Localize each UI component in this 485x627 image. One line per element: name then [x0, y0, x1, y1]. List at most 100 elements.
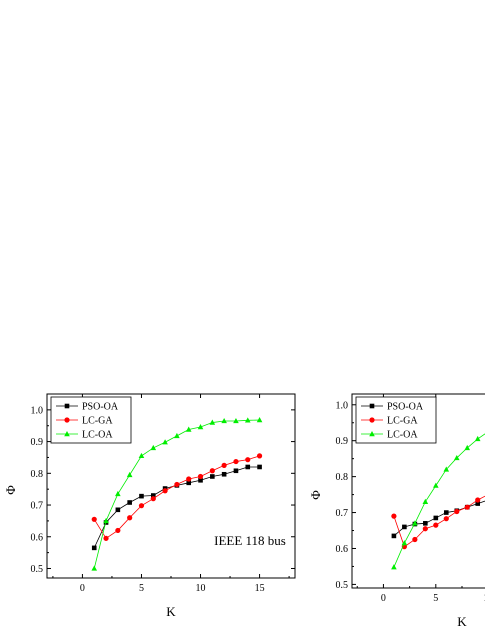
data-point-lc-ga: [91, 516, 97, 522]
data-point-lc-ga: [150, 496, 156, 502]
data-point-lc-oa: [126, 471, 133, 478]
legend-label: LC-GA: [387, 416, 418, 427]
legend-marker: [369, 417, 375, 423]
data-point-lc-ga: [103, 535, 109, 541]
legend-label: LC-GA: [82, 416, 113, 427]
data-point-lc-ga: [233, 458, 239, 465]
data-point-lc-oa: [412, 520, 418, 526]
data-point-lc-ga: [174, 481, 180, 488]
series-line-lc-ga: [93, 455, 260, 539]
series-group: [391, 433, 485, 570]
legend-marker: [369, 431, 375, 437]
data-point-pso-oa: [402, 524, 407, 530]
data-point-lc-oa: [197, 423, 204, 430]
data-point-lc-ga: [475, 497, 481, 503]
x-tick-label: 10: [196, 583, 206, 594]
y-tick-label: 0.6: [336, 544, 349, 555]
y-axis-label: Φ: [3, 485, 18, 495]
data-point-lc-oa: [244, 417, 251, 423]
chart-annotation: IEEE 118 bus: [214, 533, 286, 548]
data-point-pso-oa: [127, 500, 132, 505]
data-point-pso-oa: [233, 468, 239, 474]
data-point-lc-oa: [221, 417, 227, 424]
data-point-pso-oa: [210, 474, 215, 479]
y-tick-label: 1.0: [31, 405, 44, 416]
data-point-lc-oa: [233, 417, 239, 424]
x-axis-label: K: [166, 604, 176, 619]
x-tick-label: 10: [483, 593, 485, 604]
data-point-lc-ga: [162, 488, 168, 494]
data-point-pso-oa: [198, 477, 203, 483]
legend-marker: [64, 431, 70, 437]
data-point-lc-ga: [186, 476, 192, 482]
data-point-pso-oa: [391, 533, 397, 539]
y-axis-label: Φ: [308, 490, 323, 500]
data-point-lc-oa: [474, 435, 481, 442]
data-point-lc-oa: [443, 466, 450, 472]
x-tick-label: 0: [80, 583, 85, 594]
legend-label: LC-OA: [82, 430, 113, 441]
data-point-lc-oa: [453, 454, 460, 461]
y-tick-label: 0.7: [336, 508, 349, 519]
data-point-lc-oa: [433, 482, 439, 488]
data-point-lc-oa: [422, 498, 429, 504]
data-point-lc-oa: [150, 444, 157, 451]
legend-label: LC-OA: [387, 430, 418, 441]
x-tick-label: 0: [381, 593, 386, 604]
data-point-lc-oa: [209, 419, 216, 425]
data-point-lc-ga: [221, 462, 227, 468]
data-point-lc-ga: [443, 516, 449, 522]
y-tick-label: 0.5: [336, 580, 349, 591]
data-point-lc-oa: [103, 517, 109, 524]
legend-marker: [64, 417, 70, 423]
chart-left: 0 5 10 15 0.5 0.6 0.7 0.8 0.9 1.0 K Φ PSO-OA LC-GA LC-…: [3, 393, 296, 619]
data-point-pso-oa: [139, 493, 144, 499]
data-point-lc-ga: [391, 513, 397, 519]
data-point-lc-oa: [91, 565, 98, 571]
data-point-lc-ga: [256, 453, 263, 459]
y-tick-label: 0.5: [31, 564, 44, 575]
data-point-lc-ga: [115, 527, 121, 534]
series-line-lc-ga: [393, 495, 485, 548]
chart-right: 0510150.50.60.70.80.91.0KΦPSO-OALC-GALC-…: [308, 393, 485, 627]
data-point-pso-oa: [91, 545, 97, 551]
data-point-lc-ga: [197, 473, 204, 480]
data-point-lc-ga: [433, 522, 439, 528]
legend-label: PSO-OA: [82, 402, 119, 413]
data-point-lc-oa: [138, 452, 145, 459]
y-tick-label: 0.8: [31, 469, 44, 480]
data-point-pso-oa: [186, 480, 192, 486]
data-point-lc-ga: [138, 503, 145, 509]
data-point-pso-oa: [443, 510, 449, 515]
data-point-pso-oa: [221, 471, 227, 477]
legend-label: PSO-OA: [387, 402, 424, 413]
series-line-pso-oa: [393, 500, 485, 537]
data-point-lc-oa: [401, 540, 408, 546]
data-point-pso-oa: [423, 521, 428, 526]
series-group: [91, 417, 263, 571]
data-point-lc-ga: [245, 457, 251, 463]
data-point-lc-oa: [174, 432, 180, 439]
data-point-lc-ga: [127, 515, 133, 521]
x-tick-label: 5: [139, 583, 144, 594]
data-point-lc-ga: [422, 526, 428, 532]
y-tick-label: 0.8: [336, 472, 349, 483]
data-point-pso-oa: [115, 507, 121, 513]
y-tick-label: 1.0: [336, 400, 349, 411]
x-tick-label: 15: [255, 583, 265, 594]
y-tick-label: 0.9: [31, 437, 44, 448]
data-point-lc-ga: [454, 508, 460, 515]
x-tick-label: 5: [433, 593, 438, 604]
data-point-lc-ga: [412, 536, 418, 543]
data-point-pso-oa: [433, 515, 439, 521]
data-point-lc-oa: [464, 444, 471, 451]
y-tick-label: 0.7: [31, 501, 44, 512]
x-axis-label: K: [457, 614, 467, 627]
data-point-pso-oa: [257, 464, 262, 470]
y-tick-label: 0.9: [336, 436, 349, 447]
data-point-lc-oa: [115, 490, 121, 497]
data-point-lc-ga: [209, 468, 215, 474]
data-point-lc-ga: [464, 504, 470, 510]
data-point-lc-oa: [256, 417, 263, 423]
